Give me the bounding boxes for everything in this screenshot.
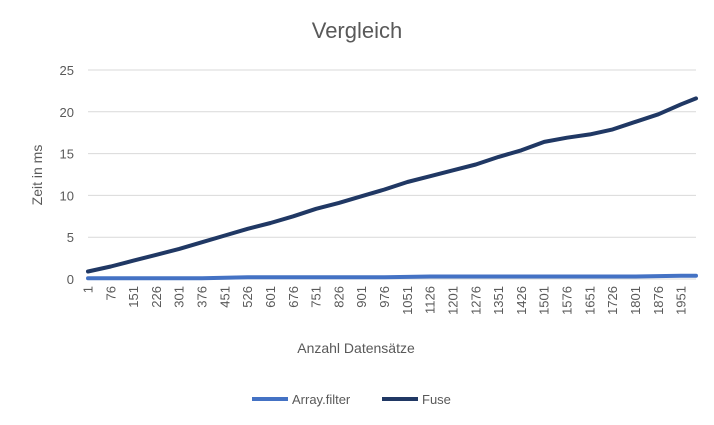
y-tick-label: 15 bbox=[60, 147, 74, 162]
x-tick-label: 1651 bbox=[582, 286, 597, 315]
chart-title: Vergleich bbox=[312, 18, 403, 43]
x-tick-label: 1201 bbox=[445, 286, 460, 315]
x-tick-label: 1501 bbox=[537, 286, 552, 315]
y-axis-ticks: 0 5 10 15 20 25 bbox=[60, 63, 74, 287]
x-tick-label: 151 bbox=[126, 286, 141, 308]
x-tick-label: 1276 bbox=[468, 286, 483, 315]
x-axis-label: Anzahl Datensätze bbox=[297, 340, 415, 356]
series-lines bbox=[86, 96, 698, 281]
x-tick-label: 1726 bbox=[605, 286, 620, 315]
x-tick-label: 1126 bbox=[423, 286, 438, 314]
x-tick-label: 976 bbox=[377, 286, 392, 308]
gridlines bbox=[88, 69, 696, 280]
series-line-fuse bbox=[86, 96, 698, 274]
x-tick-label: 76 bbox=[103, 286, 118, 300]
x-tick-label: 1051 bbox=[400, 286, 415, 315]
x-tick-label: 376 bbox=[195, 286, 210, 308]
y-tick-label: 10 bbox=[60, 188, 74, 203]
x-tick-label: 301 bbox=[172, 286, 187, 308]
x-tick-label: 451 bbox=[217, 286, 232, 308]
x-tick-label: 676 bbox=[286, 286, 301, 308]
x-tick-label: 526 bbox=[240, 286, 255, 308]
x-tick-label: 901 bbox=[354, 286, 369, 308]
x-tick-label: 826 bbox=[331, 286, 346, 308]
x-tick-label: 751 bbox=[309, 286, 324, 308]
legend-label: Array.filter bbox=[292, 392, 351, 407]
x-tick-label: 1801 bbox=[628, 286, 643, 315]
legend: Array.filter Fuse bbox=[252, 392, 451, 407]
y-tick-label: 20 bbox=[60, 105, 74, 120]
y-tick-label: 25 bbox=[60, 63, 74, 78]
y-tick-label: 0 bbox=[67, 272, 74, 287]
x-tick-label: 1426 bbox=[514, 286, 529, 315]
y-axis-label: Zeit in ms bbox=[29, 145, 45, 206]
legend-label: Fuse bbox=[422, 392, 451, 407]
x-axis-ticks: 1 76 151 226 301 376 451 526 601 676 751 826 901 976 1… bbox=[81, 286, 689, 315]
x-tick-label: 1351 bbox=[491, 286, 506, 315]
x-tick-label: 226 bbox=[149, 286, 164, 308]
x-tick-label: 1576 bbox=[560, 286, 575, 315]
x-tick-label: 601 bbox=[263, 286, 278, 308]
series-line-array-filter bbox=[86, 273, 698, 281]
y-tick-label: 5 bbox=[67, 230, 74, 245]
x-tick-label: 1 bbox=[81, 286, 96, 293]
x-tick-label: 1951 bbox=[674, 286, 689, 315]
x-tick-label: 1876 bbox=[651, 286, 666, 315]
